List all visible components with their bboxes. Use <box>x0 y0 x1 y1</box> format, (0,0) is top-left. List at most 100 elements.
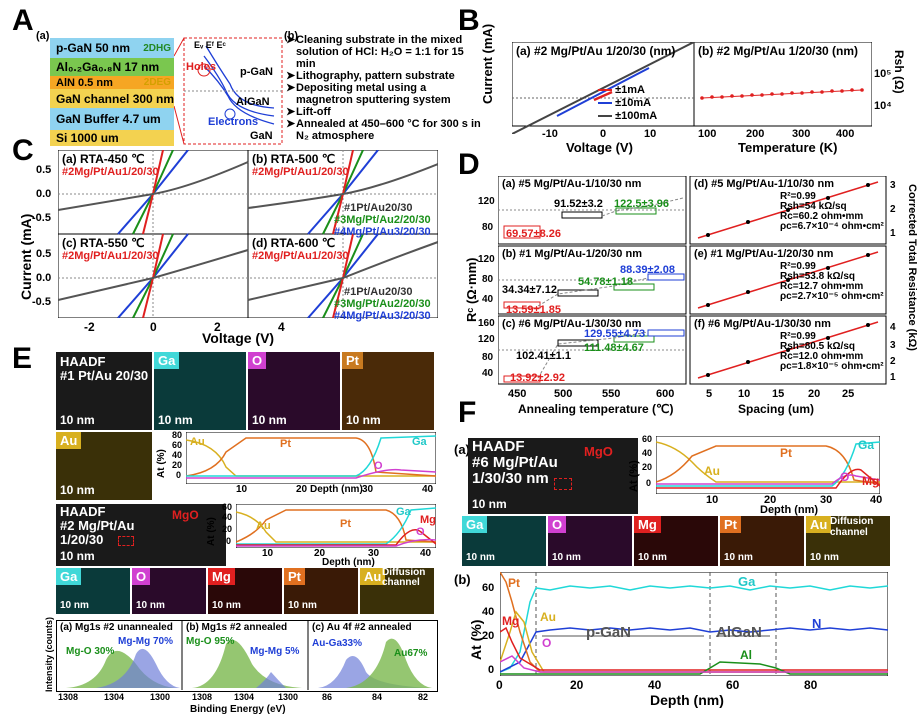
b-ytick-r-1: 10⁴ <box>874 100 892 112</box>
e1-label-pt: Pt <box>280 438 291 450</box>
panel-b-left-title: (a) #2 Mg/Pt/Au 1/20/30 (nm) <box>516 44 676 58</box>
e2-xlabel: Depth (nm) <box>322 557 375 568</box>
e1-ytick-3: 20 <box>172 460 183 470</box>
e1-ytick-0: 80 <box>172 430 183 440</box>
xps-c-xtick-1: 84 <box>372 692 383 702</box>
c-d-label-3: #3Mg/Pt/Au2/20/30 <box>334 298 431 310</box>
panel-b-legend: ±1mA ±10mA ±100mA <box>598 84 657 123</box>
f-map-au: Au Diffusion channel 10 nm <box>806 516 890 566</box>
xps-c-xtick-2: 82 <box>418 692 429 702</box>
d-e-title: (e) #1 Mg/Pt/Au-1/20/30 nm <box>694 248 834 260</box>
f-b-ytick-1: 40 <box>482 606 495 618</box>
d-c-ytick-2: 80 <box>482 352 494 363</box>
process-steps: ➤ Cleaning substrate in the mixed solutio… <box>286 34 486 142</box>
xps-a-xtick-2: 1300 <box>150 692 171 702</box>
d-c-title: (c) #6 Mg/Pt/Au-1/30/30 nm <box>502 318 642 330</box>
f-b-xtick-2: 40 <box>648 678 662 692</box>
xps-b-xtick-1: 1304 <box>234 692 255 702</box>
f-b-label-ga: Ga <box>738 574 756 589</box>
e1-ytick-1: 60 <box>172 440 183 450</box>
panel-letter-e: E <box>12 342 33 375</box>
xps-a-a: Mg-O 30% <box>66 646 115 657</box>
d-xtick-l-0: 450 <box>508 388 527 400</box>
xps-b-b: Mg-Mg 5% <box>250 646 300 657</box>
f-b-label-mg: Mg <box>502 614 520 628</box>
xps-b-title: (b) Mg1s #2 annealed <box>186 622 288 633</box>
d-r-ytick-6: 1 <box>890 372 896 383</box>
xps-a-xtick-1: 1304 <box>104 692 125 702</box>
d-xtick-l-3: 600 <box>656 388 675 400</box>
e1-xtick-1: 20 <box>296 484 308 495</box>
e1-label-au: Au <box>190 436 205 448</box>
e2-xtick-0: 10 <box>262 548 274 559</box>
f-map-o: O 10 nm <box>548 516 632 566</box>
e1-label-ga: Ga <box>412 436 427 448</box>
xps-c-title: (c) Au 4f #2 annealed <box>312 622 412 633</box>
e2-label-o: O <box>416 526 425 538</box>
f-line-top <box>656 436 880 494</box>
d-a-title: (a) #5 Mg/Pt/Au-1/10/30 nm <box>502 178 642 190</box>
gan-label: GaN <box>250 130 273 142</box>
map-o-2: O 10 nm <box>132 568 206 614</box>
c-sub-c-title: (c) RTA-550 ℃ <box>62 236 145 250</box>
d-f-fit: R²=0.99 Rsh=80.5 kΩ/sq Rc=12.0 ohm•mm ρc=1.… <box>780 331 884 372</box>
f-map-pt: Pt 10 nm <box>720 516 804 566</box>
f-top-label-ga: Ga <box>858 438 875 452</box>
c-xtick-1: 0 <box>150 320 157 334</box>
d-b-ytick-1: 80 <box>482 274 494 285</box>
xps-b-a: Mg-O 95% <box>186 636 235 647</box>
f-b-xtick-1: 20 <box>570 678 584 692</box>
e1-label-o: O <box>374 460 383 472</box>
panel-d-xlabel-right: Spacing (um) <box>738 402 815 416</box>
panel-f: (a) HAADF #6 Mg/Pt/Au 1/30/30 nm MgO 10 … <box>454 426 918 718</box>
d-f-title: (f) #6 Mg/Pt/Au-1/30/30 nm <box>694 318 831 330</box>
legend-10ma: ±10mA <box>598 97 657 110</box>
c-b-label-2: #2Mg/Pt/Au1/20/30 <box>252 166 349 178</box>
d-xtick-l-1: 500 <box>554 388 573 400</box>
f-region-algan: AlGaN <box>716 624 762 641</box>
panel-a-sublabel-a: (a) <box>36 30 50 42</box>
haadf-f: HAADF #6 Mg/Pt/Au 1/30/30 nm MgO 10 nm <box>468 438 638 514</box>
e2-ytick-0: 60 <box>222 502 233 512</box>
c-ytick-1: 0.0 <box>36 188 52 200</box>
f-b-label-pt: Pt <box>508 576 520 590</box>
f-map-mg: Mg 10 nm <box>634 516 718 566</box>
c-xtick-3: 4 <box>278 320 285 334</box>
panel-letter-a: A <box>12 4 34 37</box>
map-ga-2: Ga 10 nm <box>56 568 130 614</box>
d-r-ytick-0: 3 <box>890 180 896 191</box>
electrons-label: Electrons <box>208 116 259 128</box>
f-top-label-mg: Mg <box>862 474 880 488</box>
panel-letter-c: C <box>12 134 34 167</box>
d-c-val-0: 13.92±2.92 <box>510 372 565 384</box>
xps-spectra <box>66 620 432 690</box>
layer-0: p-GaN 50 nm 2DHG <box>50 38 174 58</box>
c-a-label-2: #2Mg/Pt/Au1/20/30 <box>62 166 159 178</box>
d-xtick-r-0: 5 <box>706 388 713 400</box>
f-b-ytick-0: 60 <box>482 582 495 594</box>
b-xtick-6: 400 <box>836 128 855 140</box>
c-sub-d-title: (d) RTA-600 ℃ <box>252 236 336 250</box>
f-top-ytick-1: 40 <box>642 448 653 458</box>
xps-a-xtick-0: 1308 <box>58 692 79 702</box>
d-b-val-3: 88.39±2.08 <box>620 264 675 276</box>
e2-label-ga: Ga <box>396 506 411 518</box>
c-ytick-4: 0.0 <box>36 272 52 284</box>
panel-d-xlabel-left: Annealing temperature (℃) <box>518 402 674 416</box>
c-b-label-4: #4Mg/Pt/Au3/20/30 <box>334 226 431 238</box>
haadf-2: HAADF #2 Mg/Pt/Au 1/20/30 MgO 10 nm <box>56 504 226 566</box>
algan-label: AlGaN <box>236 96 270 108</box>
e2-xtick-3: 40 <box>420 548 432 559</box>
xps-c-xtick-0: 86 <box>322 692 333 702</box>
c-d-label-1: #1Pt/Au20/30 <box>344 286 413 298</box>
xps-a-title: (a) Mg1s #2 unannealed <box>60 622 173 633</box>
c-b-label-1: #1Pt/Au20/30 <box>344 202 413 214</box>
c-sub-a-title: (a) RTA-450 ℃ <box>62 152 145 166</box>
panel-b-right-title: (b) #2 Mg/Pt/Au 1/20/30 (nm) <box>698 44 859 58</box>
f-top-ytick-2: 20 <box>642 462 653 472</box>
b-ytick-r-0: 10⁵ <box>874 68 892 80</box>
b-xtick-2: 10 <box>644 128 657 140</box>
e1-ylabel: At (%) <box>156 449 167 478</box>
e-line-2 <box>236 504 436 548</box>
f-top-label-o: O <box>840 470 850 484</box>
